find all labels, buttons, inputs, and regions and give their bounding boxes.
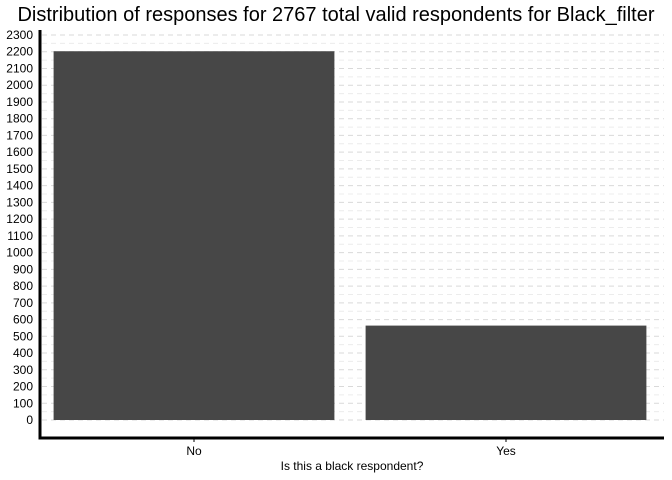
y-tick-label: 1500 [6,162,33,176]
y-tick-label: 400 [13,346,33,360]
x-axis-ticks: No Yes [186,438,516,458]
y-tick-label: 1900 [6,95,33,109]
y-tick-label: 1700 [6,128,33,142]
chart-title: Distribution of responses for 2767 total… [17,4,655,26]
bars [53,51,647,420]
y-axis-ticks: 0 100 200 300 400 500 600 700 800 900 1000 1100 1200… [6,28,33,427]
bar-no [53,51,335,420]
y-tick-label: 300 [13,363,33,377]
x-tick-label: Yes [496,444,516,458]
y-tick-label: 2000 [6,78,33,92]
y-tick-label: 800 [13,279,33,293]
y-tick-label: 2300 [6,28,33,42]
x-axis-label: Is this a black respondent? [281,459,424,473]
y-tick-label: 1200 [6,212,33,226]
y-tick-label: 2100 [6,61,33,75]
y-tick-label: 1600 [6,145,33,159]
y-tick-label: 500 [13,329,33,343]
y-tick-label: 1300 [6,195,33,209]
y-tick-label: 600 [13,313,33,327]
y-tick-label: 1000 [6,246,33,260]
y-tick-label: 900 [13,262,33,276]
y-tick-label: 200 [13,380,33,394]
bar-yes [365,325,647,420]
y-tick-label: 1100 [7,229,33,243]
y-tick-label: 1800 [6,112,33,126]
y-tick-label: 0 [26,413,33,427]
x-tick-label: No [186,444,202,458]
y-tick-label: 100 [13,396,33,410]
y-tick-label: 2200 [6,45,33,59]
y-tick-label: 1400 [6,179,33,193]
y-tick-label: 700 [13,296,33,310]
